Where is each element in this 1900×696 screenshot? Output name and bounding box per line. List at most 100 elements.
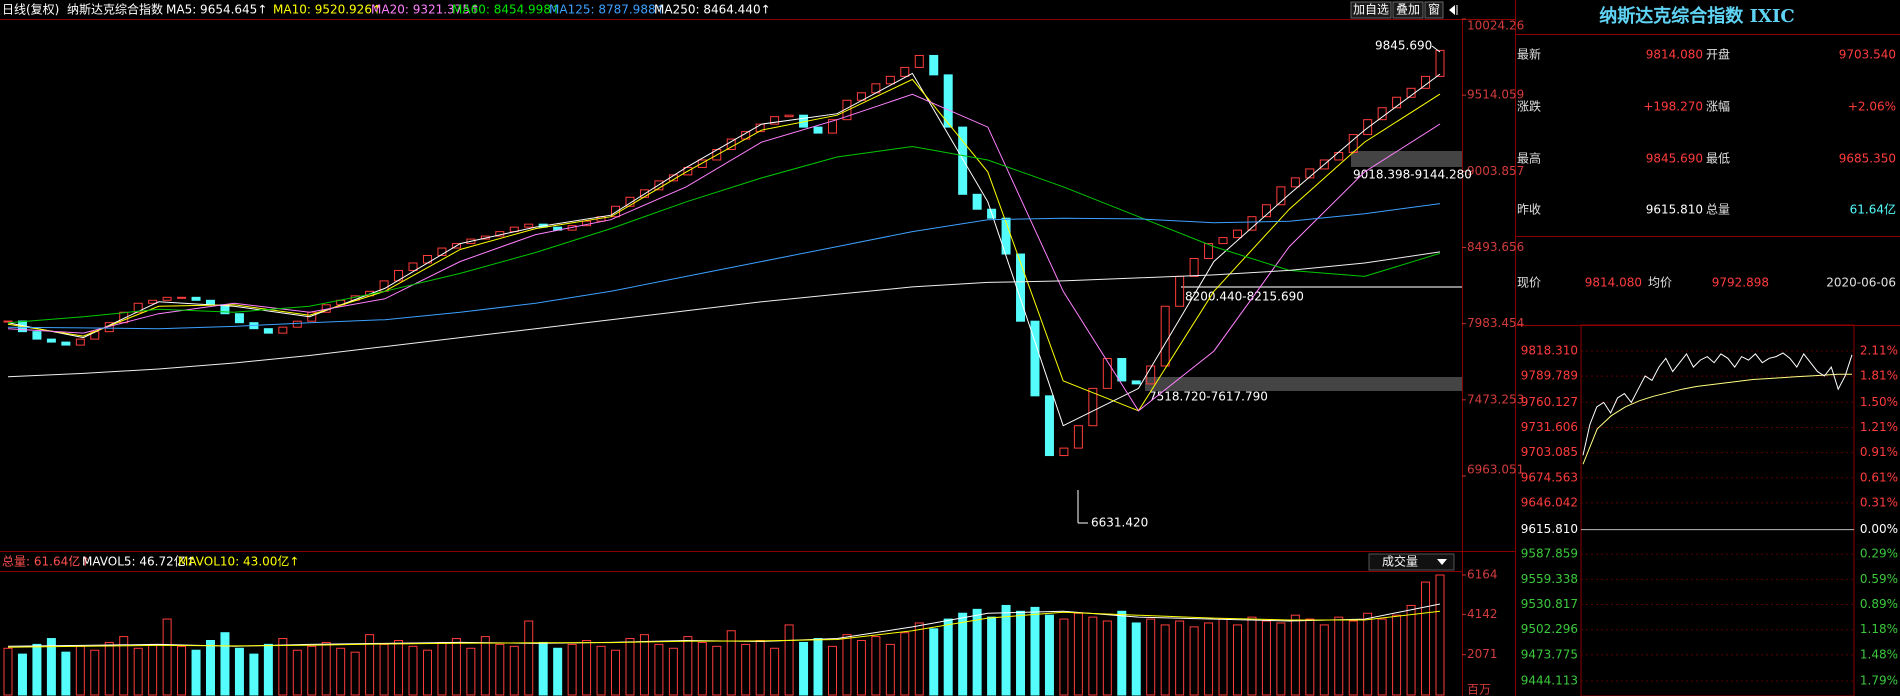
candle <box>1363 119 1373 136</box>
volume-bar <box>1030 606 1040 696</box>
intraday-tick-label: 9646.042 <box>1521 495 1578 509</box>
toolbar-button[interactable] <box>1424 1 1444 19</box>
candle <box>900 66 910 77</box>
volume-bar <box>697 641 707 696</box>
now-field: 现价 <box>1517 276 1541 290</box>
volume-bar <box>365 634 375 696</box>
volume-bar <box>408 645 418 696</box>
candle <box>162 296 172 301</box>
intraday-pct-label: 1.21% <box>1860 420 1898 434</box>
volume-bar <box>827 645 837 696</box>
volume-bar <box>842 634 852 696</box>
candle <box>1392 96 1402 109</box>
volume-bar <box>654 643 664 696</box>
high-arrow <box>1431 45 1441 53</box>
toolbar-label[interactable]: 窗 <box>1428 3 1440 17</box>
volume-bar <box>1102 620 1112 696</box>
ma-line <box>7 203 1441 330</box>
quote-value: 9814.080 <box>1646 48 1703 62</box>
volume-bar <box>741 643 751 696</box>
volume-bar <box>1276 622 1286 696</box>
volume-selector-label[interactable]: 成交量 <box>1382 554 1418 569</box>
intraday-tick-label: 9760.127 <box>1521 395 1578 409</box>
volume-bar <box>1334 616 1344 696</box>
intraday-tick-label: 9703.085 <box>1521 445 1578 459</box>
candle <box>697 159 707 168</box>
candle <box>1232 229 1242 239</box>
volume-bar <box>1059 618 1069 696</box>
volume-bar <box>1247 616 1257 696</box>
volume-bar <box>596 645 606 696</box>
candle <box>46 338 56 343</box>
volume-bar <box>611 649 621 696</box>
volume-bar <box>466 647 476 696</box>
volume-bar <box>524 620 534 696</box>
candle <box>177 296 187 299</box>
volume-bar <box>972 608 982 696</box>
quote-value: 9685.350 <box>1839 152 1896 166</box>
volume-bar <box>234 647 244 696</box>
volume-unit: 百万 <box>1467 683 1491 696</box>
volume-bar <box>1044 614 1054 696</box>
candle <box>1435 49 1445 77</box>
candle <box>972 193 982 210</box>
candle <box>148 299 158 304</box>
volume-bar <box>770 647 780 696</box>
volume-bar <box>582 639 592 696</box>
collapse-icon[interactable] <box>1449 5 1455 15</box>
candle <box>784 114 794 118</box>
intraday-tick-label: 9615.810 <box>1521 522 1578 536</box>
candle <box>1016 253 1026 322</box>
candle <box>1218 237 1228 245</box>
candle <box>263 328 273 334</box>
candle <box>1073 425 1083 449</box>
volume-bar <box>943 618 953 696</box>
volume-bar <box>1406 604 1416 696</box>
toolbar-button[interactable] <box>1350 1 1392 19</box>
toolbar-label[interactable]: 叠加 <box>1396 3 1420 17</box>
volume-bar <box>394 639 404 696</box>
candle <box>1102 358 1112 389</box>
volume-bar <box>1305 618 1315 696</box>
dropdown-arrow[interactable] <box>1437 559 1447 565</box>
y-tick-label: 7983.454 <box>1467 316 1524 330</box>
quote-label: 开盘 <box>1706 47 1730 62</box>
volume-legend: MAVOL5: 46.72亿↑ <box>82 554 196 569</box>
toolbar-button[interactable] <box>1392 1 1424 19</box>
volume-bar <box>104 641 114 696</box>
quote-label: 最高 <box>1517 151 1541 166</box>
y-tick-label: 6963.051 <box>1467 463 1524 477</box>
now-field: 2020-06-06 <box>1826 276 1896 290</box>
ma-legend: MA60: 8454.998↑ <box>452 3 561 17</box>
volume-bar <box>1290 614 1300 696</box>
candle <box>813 126 823 134</box>
candle <box>133 302 143 313</box>
candle <box>1044 395 1054 457</box>
volume-bar <box>17 653 27 696</box>
volume-bar <box>929 628 939 696</box>
volume-tick-label: 4142 <box>1467 607 1498 621</box>
intraday-pct-label: 0.31% <box>1860 495 1898 509</box>
candle <box>842 99 852 121</box>
candle <box>1276 186 1286 206</box>
volume-bar <box>307 645 317 696</box>
volume-bar <box>350 651 360 696</box>
toolbar-label[interactable]: 加自选 <box>1353 3 1389 17</box>
candle <box>451 243 461 249</box>
volume-bar <box>856 639 866 696</box>
candle <box>958 126 968 195</box>
volume-bar <box>162 618 172 696</box>
candle <box>234 313 244 324</box>
volume-bar <box>726 630 736 696</box>
ma-line <box>7 78 1441 412</box>
candle <box>292 320 302 328</box>
candle <box>885 75 895 85</box>
volume-bar <box>263 643 273 696</box>
intraday-pct-label: 1.18% <box>1860 622 1898 636</box>
average-line <box>1582 373 1852 465</box>
volume-bar <box>46 638 56 696</box>
volume-bar <box>1117 610 1127 696</box>
volume-bar <box>553 647 563 696</box>
volume-selector[interactable] <box>1368 553 1455 571</box>
volume-bar <box>668 647 678 696</box>
